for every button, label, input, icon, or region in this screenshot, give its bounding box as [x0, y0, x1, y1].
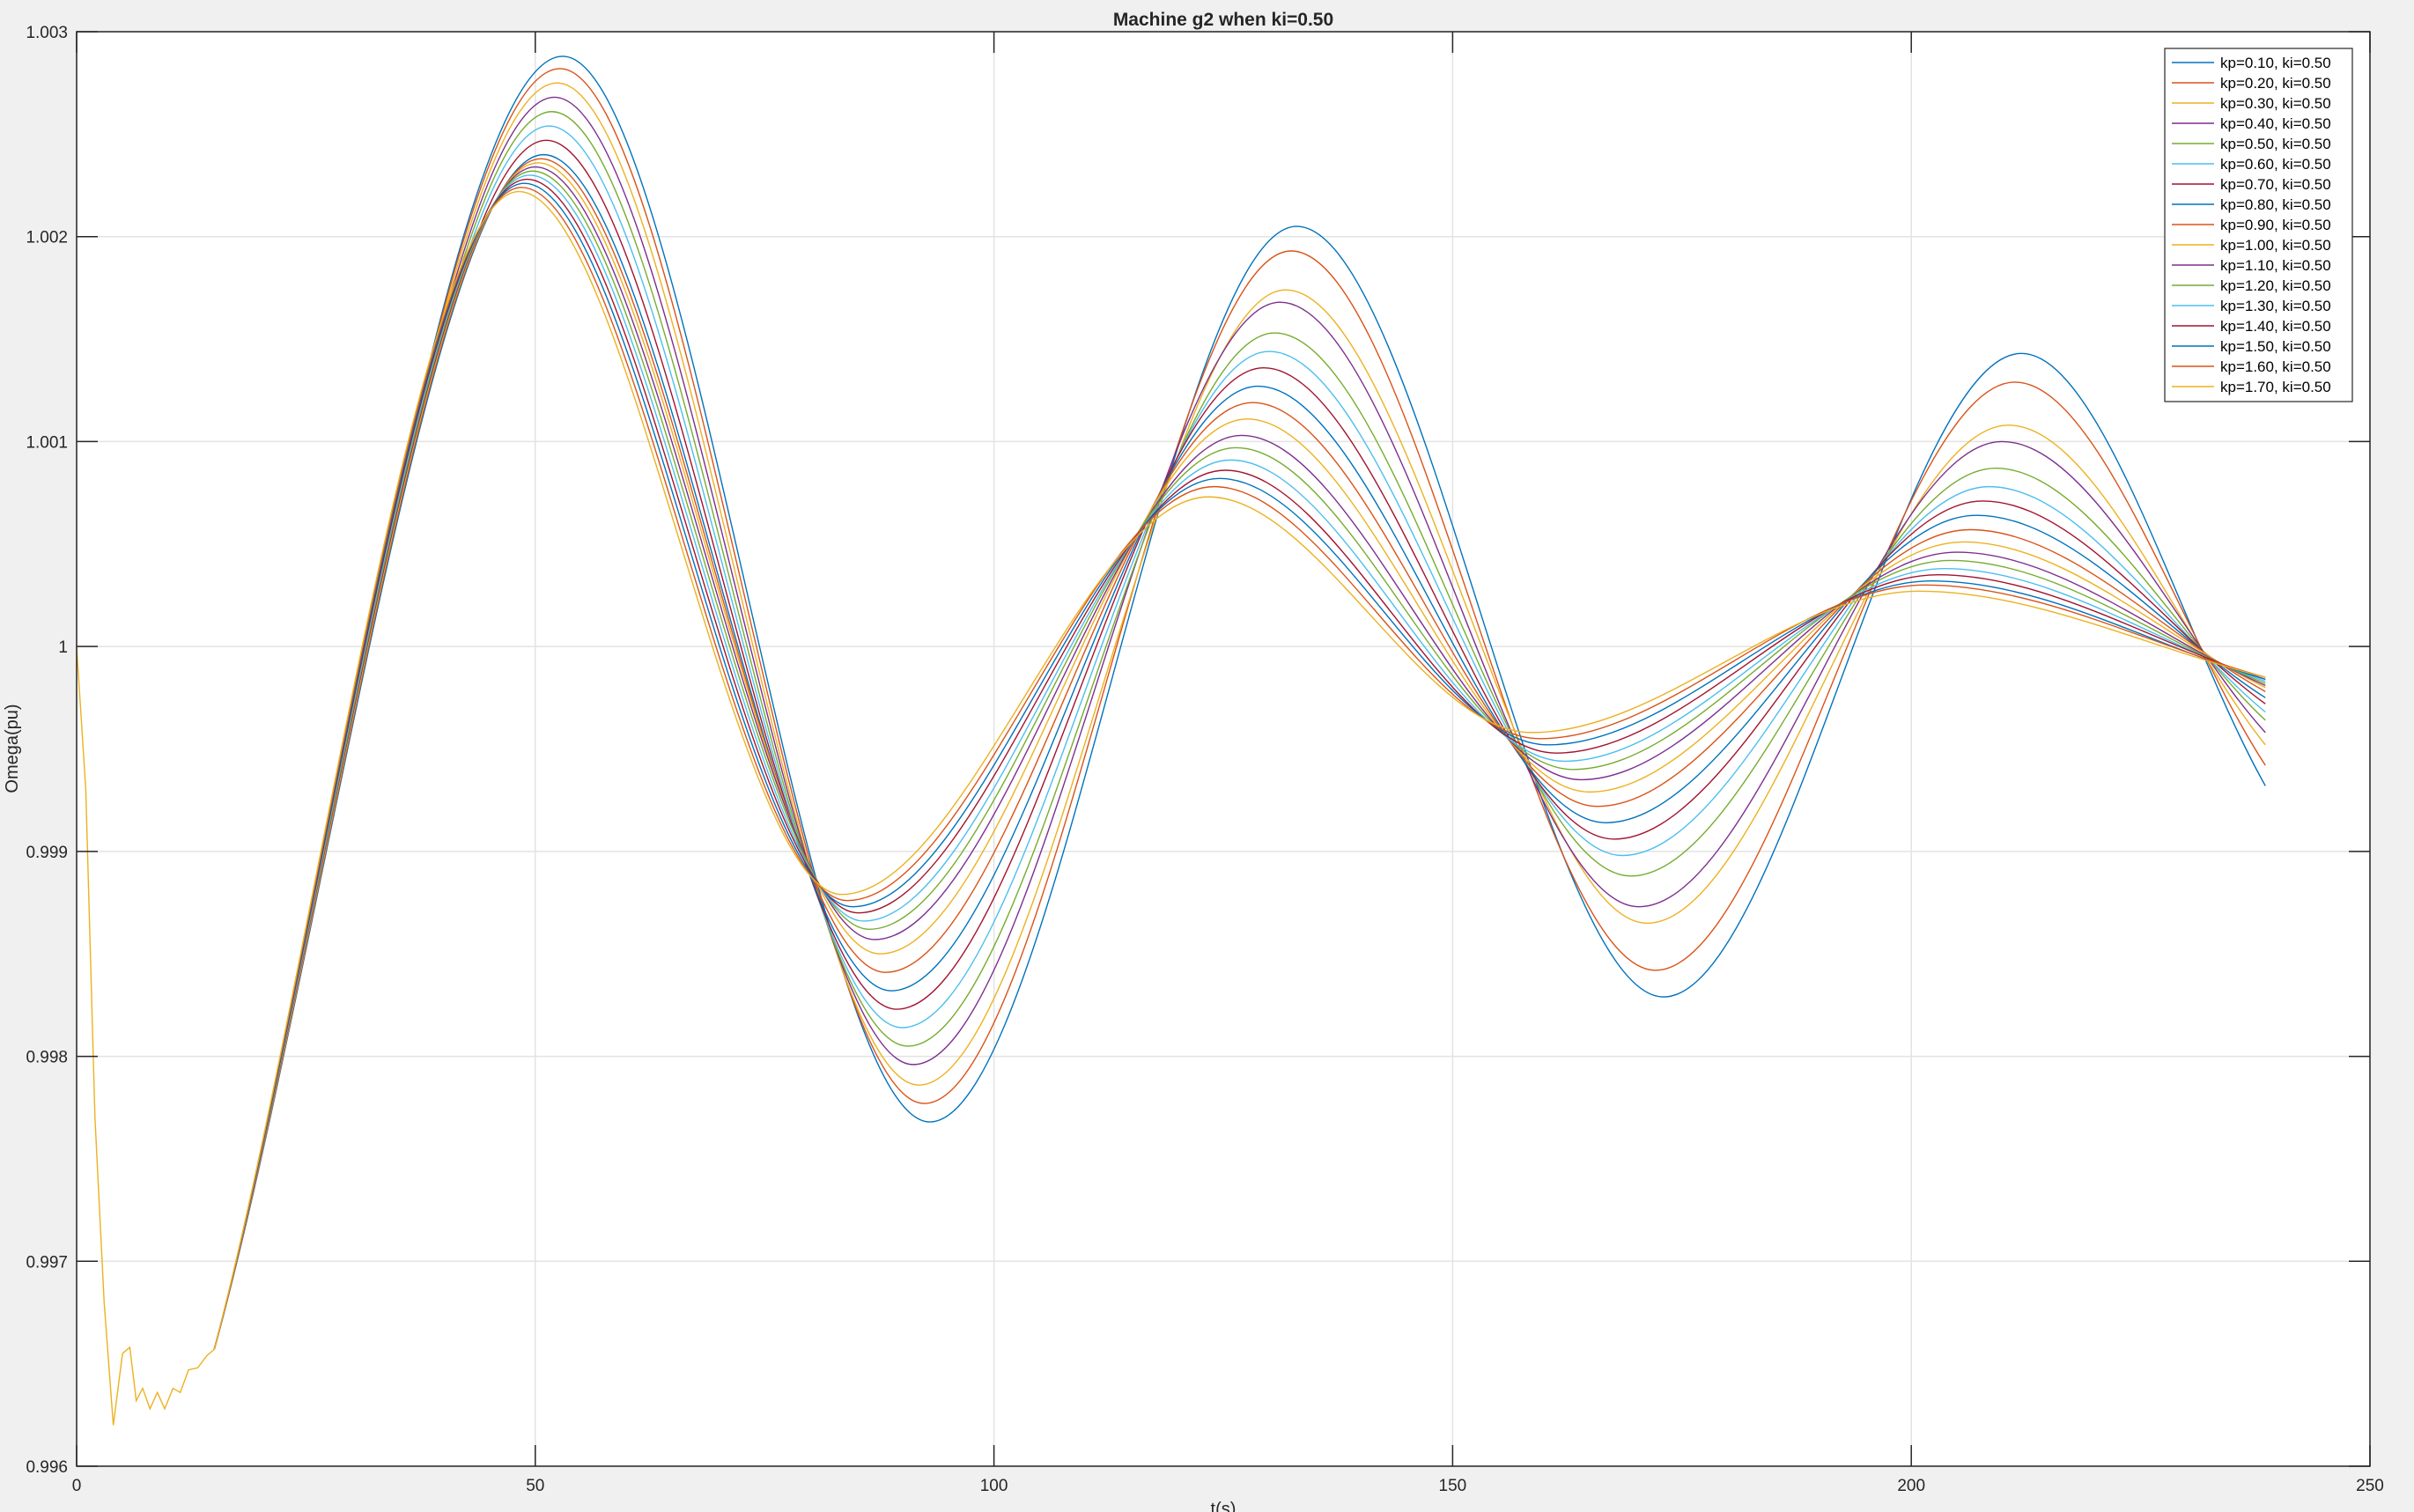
series-layer	[76, 55, 2266, 1426]
legend-entry: kp=0.20, ki=0.50	[2220, 75, 2331, 92]
axes-background	[77, 32, 2370, 1466]
x-tick-label: 150	[1439, 1477, 1467, 1495]
legend-entry: kp=0.50, ki=0.50	[2220, 136, 2331, 152]
y-tick-label: 0.999	[26, 844, 68, 862]
initial-transient-line	[76, 646, 215, 1426]
legend-entry: kp=0.10, ki=0.50	[2220, 55, 2331, 71]
legend-entry: kp=1.30, ki=0.50	[2220, 298, 2331, 314]
x-tick-label: 100	[980, 1477, 1008, 1495]
legend-entry: kp=0.40, ki=0.50	[2220, 115, 2331, 132]
x-tick-label: 200	[1897, 1477, 1925, 1495]
ticks: 0 50 100 150 200 250 0.996 0.997 0.998 0.999 1 1.00…	[26, 24, 2383, 1495]
y-tick-label: 0.997	[26, 1253, 68, 1272]
series-line-17	[213, 190, 2266, 1350]
series-line-16	[213, 187, 2266, 1350]
series-line-15	[213, 182, 2266, 1350]
legend-entry: kp=0.30, ki=0.50	[2220, 95, 2331, 112]
legend: kp=0.10, ki=0.50 kp=0.20, ki=0.50 kp=0.30,…	[2164, 48, 2353, 402]
legend-entry: kp=0.80, ki=0.50	[2220, 196, 2331, 213]
series-line-13	[213, 174, 2266, 1350]
legend-entry: kp=1.10, ki=0.50	[2220, 257, 2331, 274]
legend-entry: kp=0.70, ki=0.50	[2220, 176, 2331, 193]
axes-box	[76, 31, 2371, 1467]
legend-entry: kp=1.40, ki=0.50	[2220, 318, 2331, 335]
legend-entry: kp=1.50, ki=0.50	[2220, 338, 2331, 355]
legend-entry: kp=1.20, ki=0.50	[2220, 277, 2331, 294]
y-tick-label: 0.996	[26, 1458, 68, 1477]
y-tick-label: 0.998	[26, 1049, 68, 1067]
y-tick-label: 1.002	[26, 229, 68, 247]
x-tick-label: 0	[72, 1477, 82, 1495]
x-tick-label: 50	[526, 1477, 544, 1495]
y-tick-label: 1.003	[26, 24, 68, 42]
y-tick-label: 1.001	[26, 433, 68, 452]
y-tick-label: 1	[58, 638, 68, 657]
legend-entry: kp=0.90, ki=0.50	[2220, 217, 2331, 233]
chart-title: Machine g2 when ki=0.50	[1113, 10, 1333, 30]
legend-entry: kp=1.00, ki=0.50	[2220, 237, 2331, 254]
legend-entry: kp=1.70, ki=0.50	[2220, 379, 2331, 395]
x-axis-label: t(s)	[1211, 1500, 1237, 1512]
x-tick-label: 250	[2356, 1477, 2384, 1495]
legend-entry: kp=0.60, ki=0.50	[2220, 156, 2331, 173]
series-line-10	[213, 162, 2266, 1350]
legend-entry: kp=1.60, ki=0.50	[2220, 358, 2331, 375]
series-line-3	[213, 82, 2266, 1350]
y-axis-label: Omega(pu)	[3, 704, 22, 793]
